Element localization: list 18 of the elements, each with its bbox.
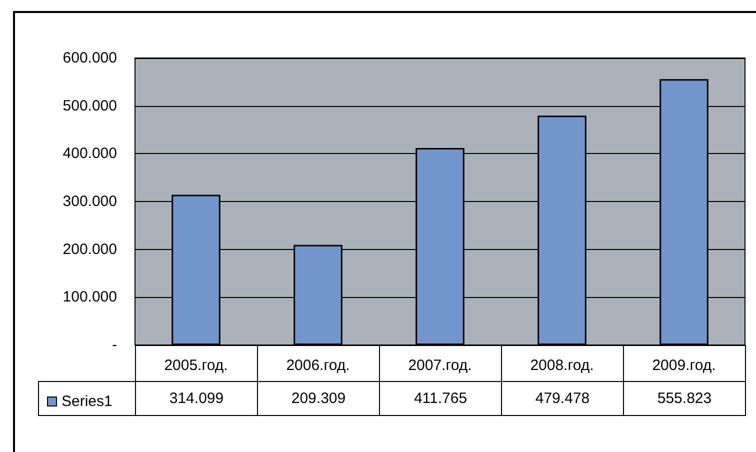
x-tick-label: 2008.год. [530,357,594,374]
data-label: 209.309 [257,381,380,416]
x-tick-label: 2005.год. [164,357,228,374]
x-tick-label: 2006.год. [286,357,350,374]
x-tick-label: 2007.год. [408,357,472,374]
y-tick-label: 300.000 [62,193,117,210]
y-tick-label: 200.000 [62,240,117,258]
data-label: 555.823 [623,381,746,416]
y-tick-label: - [112,336,117,354]
y-tick-label: 400.000 [62,145,117,162]
y-tick-label: 500.000 [62,97,117,114]
y-tick-label: 600.000 [62,50,117,66]
x-tick-label: 2009.год. [652,357,716,374]
legend-label: Series1 [62,393,112,410]
y-tick-label: 100.000 [62,288,117,306]
data-label: 314.099 [135,381,258,416]
data-label: 411.765 [379,381,502,416]
data-label: 479.478 [501,381,624,416]
